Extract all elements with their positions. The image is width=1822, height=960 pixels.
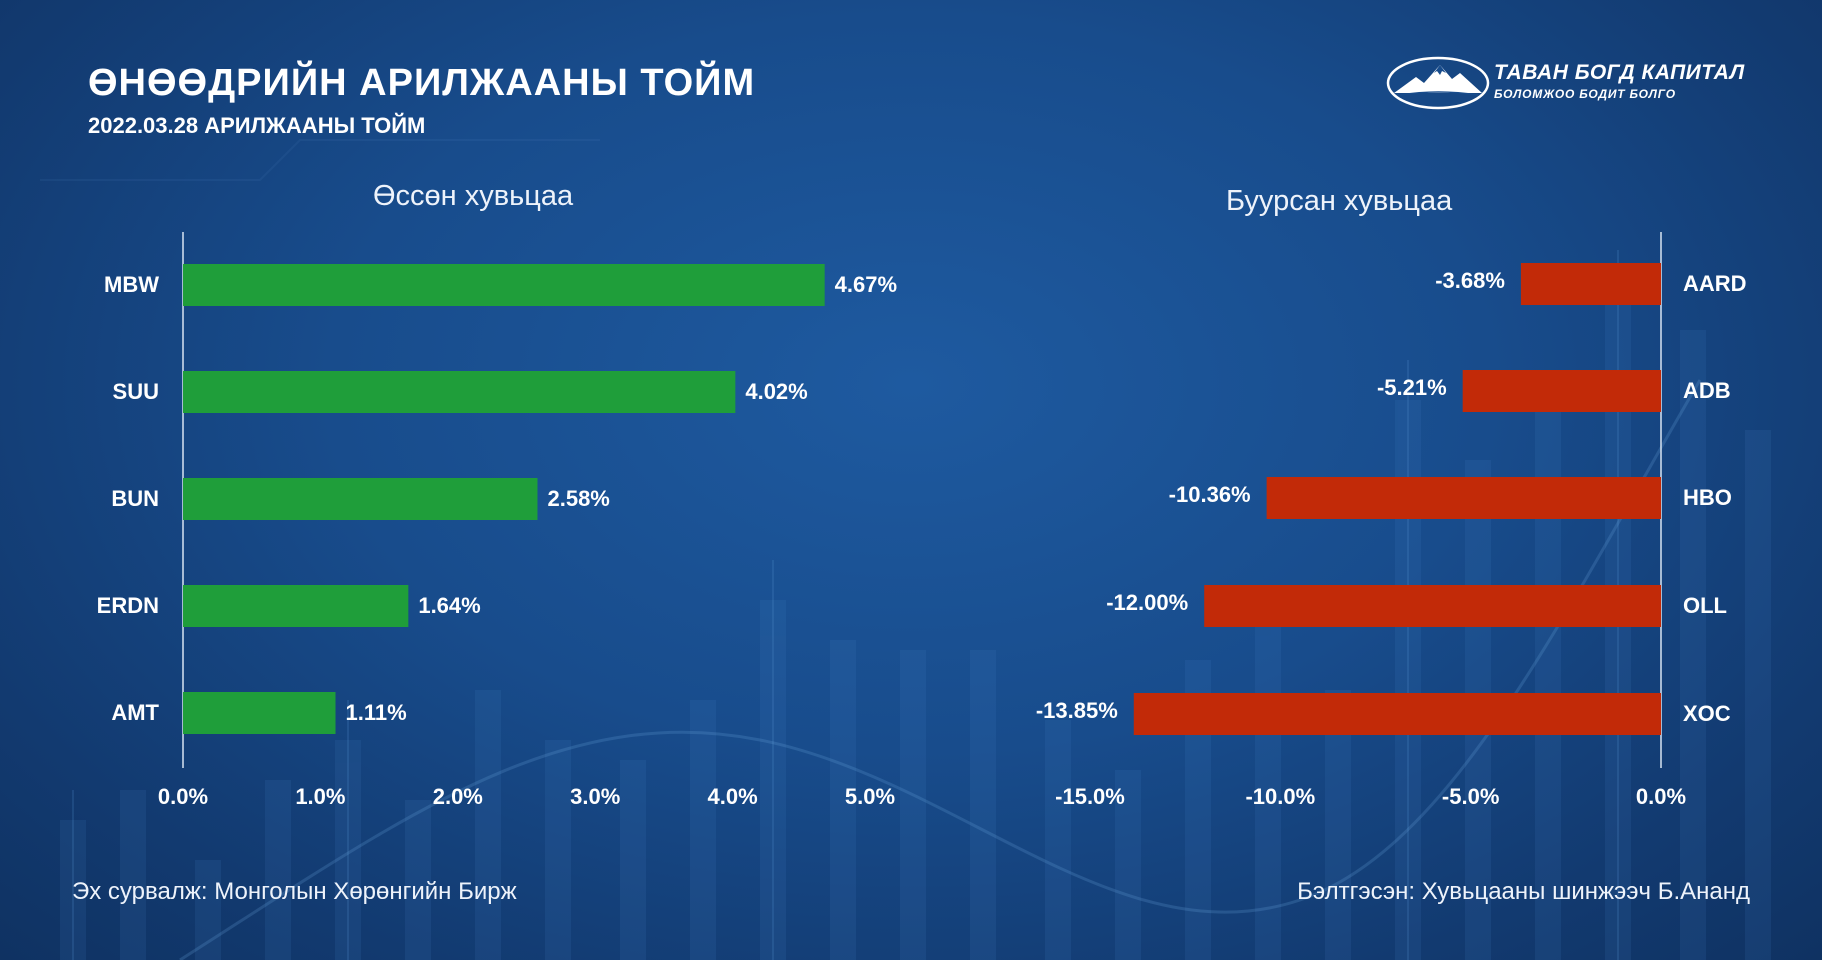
gainer-value-label: 4.02% xyxy=(745,379,807,404)
gainer-category-label: AMT xyxy=(111,700,159,725)
losers-chart-title: Буурсан хувьцаа xyxy=(1226,185,1453,217)
gainer-bar xyxy=(183,692,336,734)
losers-x-tick-label: -15.0% xyxy=(1055,784,1125,809)
loser-category-label: XOC xyxy=(1683,701,1731,726)
loser-category-label: AARD xyxy=(1683,271,1747,296)
gainers-x-tick-label: 5.0% xyxy=(845,784,895,809)
gainers-x-tick-label: 4.0% xyxy=(708,784,758,809)
gainer-category-label: BUN xyxy=(111,486,159,511)
losers-x-tick-label: 0.0% xyxy=(1636,784,1686,809)
loser-value-label: -3.68% xyxy=(1435,268,1505,293)
gainer-value-label: 4.67% xyxy=(835,272,897,297)
gainer-value-label: 2.58% xyxy=(547,486,609,511)
gainer-value-label: 1.11% xyxy=(346,700,407,725)
gainer-bar xyxy=(183,585,409,627)
loser-bar xyxy=(1520,263,1661,305)
page-title: ӨНӨӨДРИЙН АРИЛЖААНЫ ТОЙМ xyxy=(88,62,756,104)
gainers-x-tick-label: 3.0% xyxy=(570,784,620,809)
loser-bar xyxy=(1462,370,1661,412)
page-subtitle: 2022.03.28 АРИЛЖААНЫ ТОЙМ xyxy=(88,113,426,138)
gainer-bar xyxy=(183,264,825,306)
losers-x-tick-label: -5.0% xyxy=(1442,784,1499,809)
loser-value-label: -12.00% xyxy=(1106,590,1188,615)
mountain-logo-icon xyxy=(1386,56,1490,110)
loser-bar xyxy=(1133,693,1661,735)
losers-x-tick-label: -10.0% xyxy=(1245,784,1315,809)
logo-name: ТАВАН БОГД КАПИТАЛ xyxy=(1494,61,1745,84)
gainer-value-label: 1.64% xyxy=(418,593,480,618)
loser-category-label: HBO xyxy=(1683,485,1732,510)
loser-category-label: ADB xyxy=(1683,378,1731,403)
loser-category-label: OLL xyxy=(1683,593,1727,618)
loser-bar xyxy=(1266,477,1661,519)
loser-value-label: -10.36% xyxy=(1169,482,1251,507)
loser-value-label: -13.85% xyxy=(1036,698,1118,723)
gainer-bar xyxy=(183,371,736,413)
company-logo: ТАВАН БОГД КАПИТАЛ БОЛОМЖОО БОДИТ БОЛГО xyxy=(1386,55,1746,111)
gainers-x-tick-label: 2.0% xyxy=(433,784,483,809)
gainer-category-label: ERDN xyxy=(97,593,159,618)
source-note: Эх сурвалж: Монголын Хөрөнгийн Бирж xyxy=(72,878,517,905)
gainers-chart-title: Өссөн хувьцаа xyxy=(373,180,574,212)
loser-value-label: -5.21% xyxy=(1377,375,1447,400)
logo-tagline: БОЛОМЖОО БОДИТ БОЛГО xyxy=(1494,87,1676,101)
gainer-category-label: SUU xyxy=(113,379,159,404)
gainers-x-tick-label: 1.0% xyxy=(295,784,345,809)
gainer-bar xyxy=(183,478,538,520)
prepared-by-note: Бэлтгэсэн: Хувьцааны шинжээч Б.Ананд xyxy=(1297,878,1750,905)
loser-bar xyxy=(1204,585,1661,627)
gainer-category-label: MBW xyxy=(104,272,159,297)
gainers-x-tick-label: 0.0% xyxy=(158,784,208,809)
